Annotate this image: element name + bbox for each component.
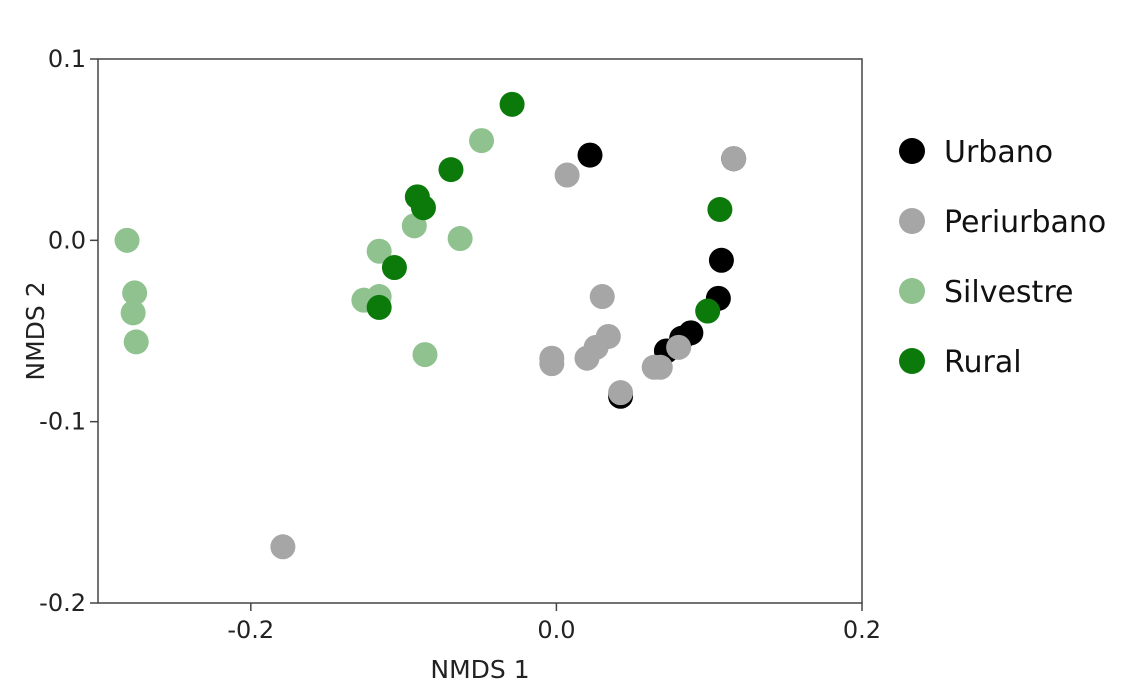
point-rural	[695, 298, 721, 324]
point-urbano	[708, 247, 734, 273]
legend-marker-periurbano	[899, 208, 925, 234]
point-rural	[438, 157, 464, 183]
point-periurbano	[647, 354, 673, 380]
point-rural	[381, 255, 407, 281]
point-silvestre	[469, 128, 495, 154]
legend-marker-rural	[899, 348, 925, 374]
point-periurbano	[721, 146, 747, 172]
point-rural	[366, 294, 392, 320]
x-tick-label: 0.2	[843, 616, 881, 644]
y-tick-label: -0.2	[39, 589, 86, 617]
x-tick-label: -0.2	[227, 616, 274, 644]
legend-marker-silvestre	[899, 278, 925, 304]
point-periurbano	[574, 345, 600, 371]
point-periurbano	[589, 284, 615, 310]
point-periurbano	[539, 351, 565, 377]
point-periurbano	[554, 162, 580, 188]
legend-label-rural: Rural	[944, 345, 1022, 380]
point-silvestre	[122, 280, 148, 306]
point-periurbano	[270, 534, 296, 560]
point-silvestre	[114, 227, 140, 253]
y-axis-label: NMDS 2	[21, 281, 50, 380]
data-points	[114, 91, 747, 560]
point-periurbano	[666, 334, 692, 360]
legend-label-silvestre: Silvestre	[944, 275, 1073, 310]
legend: Urbano Periurbano Silvestre Rural	[899, 135, 1106, 380]
x-axis-label: NMDS 1	[430, 655, 529, 684]
legend-label-urbano: Urbano	[944, 135, 1053, 170]
axis-ticks: -0.2 0.0 0.2 -0.2 -0.1 0.0 0.1	[39, 45, 881, 644]
point-rural	[707, 197, 733, 223]
x-tick-label: 0.0	[537, 616, 575, 644]
point-silvestre	[366, 238, 392, 264]
point-rural	[410, 195, 436, 221]
point-silvestre	[120, 300, 146, 326]
point-silvestre	[123, 329, 149, 355]
y-tick-label: 0.0	[48, 226, 86, 254]
point-silvestre	[412, 342, 438, 368]
y-tick-label: 0.1	[48, 45, 86, 73]
point-silvestre	[447, 226, 473, 252]
legend-marker-urbano	[899, 138, 925, 164]
point-rural	[499, 91, 525, 117]
y-tick-label: -0.1	[39, 408, 86, 436]
legend-label-periurbano: Periurbano	[944, 205, 1106, 240]
point-periurbano	[608, 380, 634, 406]
point-urbano	[577, 142, 603, 168]
